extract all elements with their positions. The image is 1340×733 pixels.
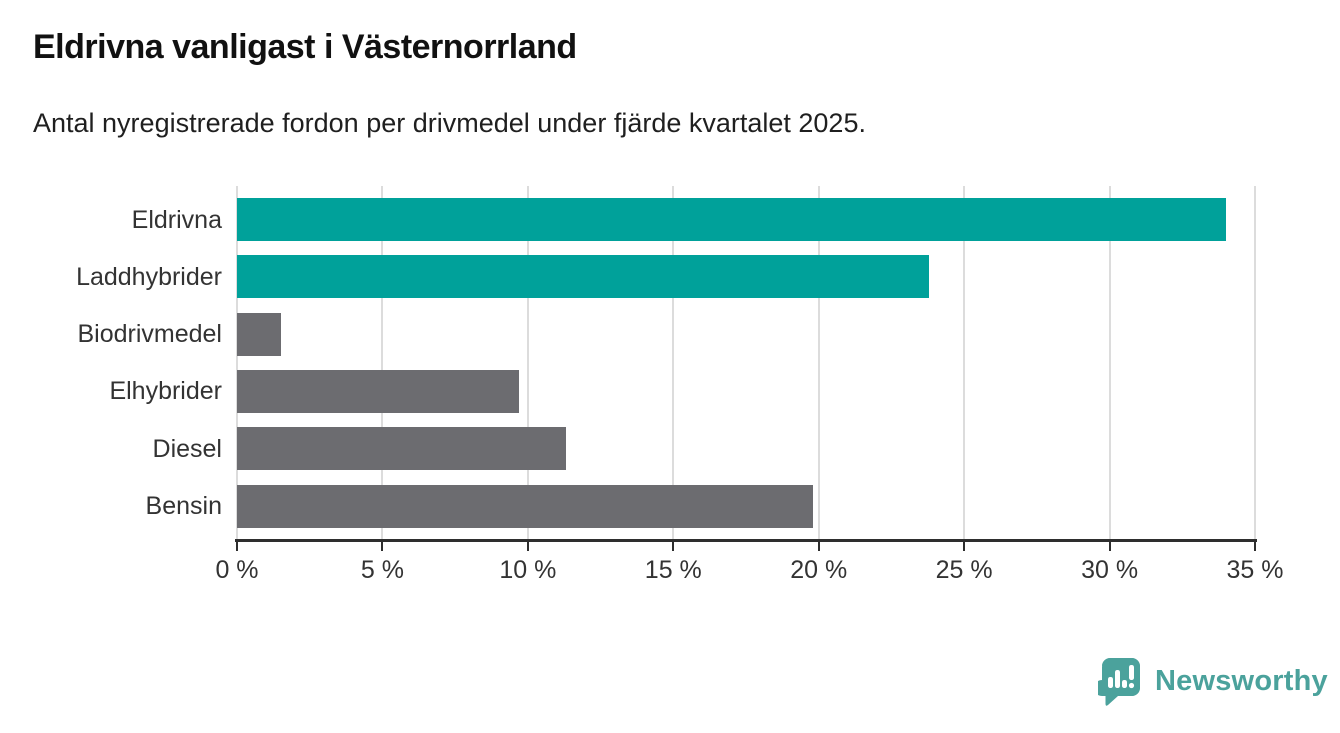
x-tick <box>672 542 675 551</box>
x-axis-tick-labels: 0 % 5 % 10 % 15 % 20 % 25 % 30 % 35 % <box>215 556 1283 586</box>
x-axis-ticks <box>236 542 1256 552</box>
x-tick-label: 35 % <box>1226 556 1284 584</box>
x-tick-label: 0 % <box>215 556 259 584</box>
x-tick-label: 20 % <box>790 556 848 584</box>
gridline <box>381 186 384 540</box>
brand-name: Newsworthy <box>1155 664 1328 697</box>
x-tick-label: 10 % <box>499 556 557 584</box>
gridline <box>817 186 820 540</box>
x-tick-label: 5 % <box>360 556 404 584</box>
gridline <box>1108 186 1111 540</box>
gridline <box>672 186 675 540</box>
gridline <box>1254 186 1256 540</box>
x-tick-label: 15 % <box>644 556 702 584</box>
x-tick-label: 25 % <box>935 556 993 584</box>
bar-biodrivmedel <box>237 312 281 356</box>
bar-laddhybrider <box>237 255 930 299</box>
x-tick <box>1108 542 1111 551</box>
page-subtitle: Antal nyregistrerade fordon per drivmede… <box>33 108 866 138</box>
category-label-diesel: Diesel <box>152 434 222 463</box>
plot-area <box>236 186 1256 540</box>
bar-elhybrider <box>237 369 520 413</box>
category-label-biodrivmedel: Biodrivmedel <box>77 320 222 349</box>
x-tick-label: 30 % <box>1081 556 1139 584</box>
bar-eldrivna <box>237 198 1226 241</box>
x-tick <box>381 542 384 551</box>
x-tick <box>817 542 820 551</box>
bar-diesel <box>237 427 566 471</box>
category-labels: Eldrivna Laddhybrider Biodrivmedel Elhybrid… <box>0 186 222 540</box>
newsworthy-logo-icon <box>1098 658 1140 706</box>
x-tick <box>526 542 529 551</box>
bar-bensin <box>237 484 813 528</box>
category-label-bensin: Bensin <box>145 492 222 520</box>
x-tick <box>236 542 238 551</box>
x-tick <box>1254 542 1256 551</box>
category-label-eldrivna: Eldrivna <box>131 205 222 234</box>
gridline <box>526 186 529 540</box>
category-label-laddhybrider: Laddhybrider <box>76 262 222 291</box>
gridline <box>236 186 238 540</box>
brand-footer: Newsworthy <box>1098 656 1328 706</box>
page-title: Eldrivna vanligast i Västernorrland <box>33 28 577 66</box>
x-axis-line <box>235 539 1257 542</box>
x-tick <box>963 542 966 551</box>
gridline <box>963 186 966 540</box>
category-label-elhybrider: Elhybrider <box>109 377 222 406</box>
